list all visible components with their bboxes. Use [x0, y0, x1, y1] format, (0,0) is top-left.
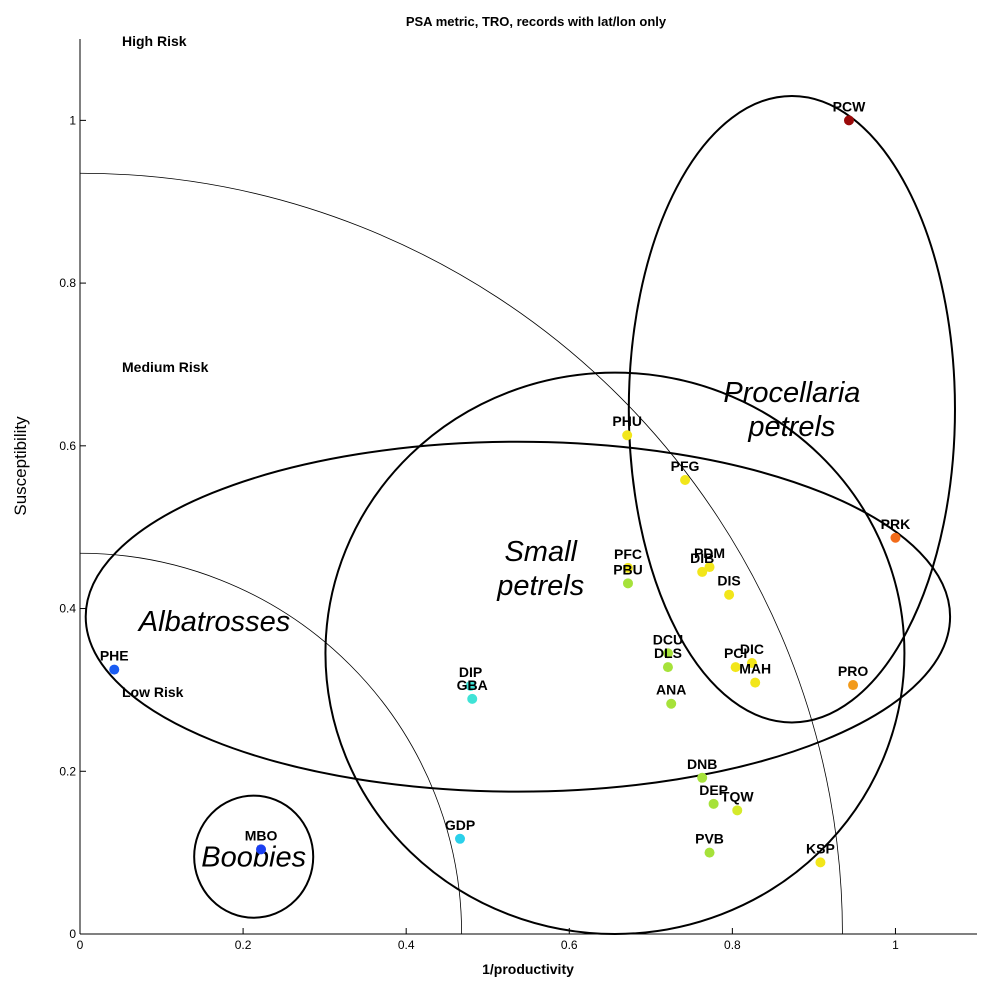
- data-point: [455, 833, 466, 844]
- data-point: [704, 847, 715, 858]
- point-label: DIB: [690, 550, 714, 566]
- risk-label-low: Low Risk: [122, 684, 184, 700]
- point-label: PCI: [724, 645, 747, 661]
- point-label: PHU: [612, 413, 642, 429]
- data-point: [622, 562, 633, 573]
- group-label: Small petrels: [496, 536, 584, 602]
- data-point: [724, 589, 735, 600]
- chart-title: PSA metric, TRO, records with lat/lon on…: [406, 14, 667, 29]
- data-point: [746, 658, 757, 669]
- data-point: [708, 798, 719, 809]
- risk-label-high: High Risk: [122, 33, 187, 49]
- point-label: PHE: [100, 648, 129, 664]
- point-label: MAH: [739, 661, 771, 677]
- x-tick-label: 0.8: [724, 938, 741, 952]
- data-point: [815, 857, 826, 868]
- point-label: TQW: [721, 788, 754, 804]
- risk-boundaries: [79, 172, 843, 935]
- y-tick-label: 0.2: [59, 764, 76, 778]
- y-tick-label: 0.4: [59, 602, 76, 616]
- point-label: DIP: [459, 664, 482, 680]
- x-axis-label: 1/productivity: [482, 961, 574, 977]
- point-label: ANA: [656, 682, 686, 698]
- point-label: DIS: [717, 573, 740, 589]
- data-point: [662, 648, 673, 659]
- y-tick-label: 1: [69, 113, 76, 127]
- group-ellipse: [193, 794, 315, 919]
- point-label: GBA: [457, 677, 488, 693]
- point-label: DLS: [654, 645, 682, 661]
- point-label: PFG: [671, 458, 700, 474]
- point-label: PVB: [695, 831, 724, 847]
- point-label: DIC: [740, 641, 764, 657]
- point-label: PRO: [838, 663, 868, 679]
- data-point: [890, 532, 901, 543]
- x-tick-label: 1: [892, 938, 899, 952]
- data-point: [467, 693, 478, 704]
- data-point: [465, 680, 476, 691]
- point-label: PFC: [614, 546, 642, 562]
- point-label: MBO: [245, 827, 278, 843]
- group-label: Boobies: [201, 842, 306, 874]
- x-tick-label: 0.4: [398, 938, 415, 952]
- data-point: [622, 578, 633, 589]
- point-label: PCW: [833, 98, 866, 114]
- data-point: [697, 566, 708, 577]
- data-point: [622, 430, 633, 441]
- point-label: PDM: [694, 545, 725, 561]
- x-tick-label: 0.2: [235, 938, 252, 952]
- point-label: PRK: [881, 516, 911, 532]
- y-tick-label: 0.6: [59, 439, 76, 453]
- risk-label-medium: Medium Risk: [122, 359, 209, 375]
- point-label: PBU: [613, 561, 643, 577]
- data-point: [704, 562, 715, 573]
- x-tick-label: 0.6: [561, 938, 578, 952]
- y-tick-label: 0.8: [59, 276, 76, 290]
- data-point: [697, 772, 708, 783]
- data-point: [662, 662, 673, 673]
- data-point: [732, 805, 743, 816]
- y-tick-label: 0: [69, 927, 76, 941]
- point-label: DEP: [699, 782, 728, 798]
- x-tick-label: 0: [77, 938, 84, 952]
- data-point: [843, 115, 854, 126]
- data-point: [680, 474, 691, 485]
- data-point: [256, 844, 267, 855]
- point-label: GDP: [445, 817, 475, 833]
- data-point: [109, 664, 120, 675]
- group-ellipse: [627, 94, 956, 724]
- risk-boundary-arc: [79, 172, 843, 935]
- group-ellipse: [84, 440, 952, 793]
- risk-boundary-arc: [79, 552, 463, 935]
- group-ellipse: [324, 371, 906, 936]
- data-point: [750, 677, 761, 688]
- group-ellipses: Procellaria petrels Small petrels Albatrosse…: [84, 94, 956, 936]
- data-point: [730, 662, 741, 673]
- point-label: DCU: [653, 631, 683, 647]
- data-point: [666, 698, 677, 709]
- axes: 0 0.2 0.4 0.6 0.8 1 0 0.2 0.4 0.6 0.8 1: [59, 39, 977, 952]
- data-point: [848, 680, 859, 691]
- group-label: Albatrosses: [137, 606, 291, 638]
- y-axis-label: Susceptibility: [11, 416, 30, 516]
- group-label: Procellaria petrels: [723, 377, 860, 443]
- point-label: KSP: [806, 840, 835, 856]
- point-label: DNB: [687, 756, 717, 772]
